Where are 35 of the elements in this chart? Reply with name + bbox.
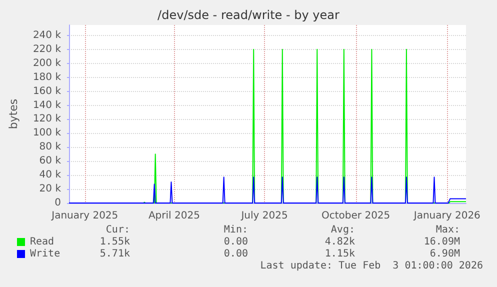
y-tick-label: 220 k xyxy=(32,44,62,55)
text: Min: xyxy=(224,224,248,236)
text: 0.00 xyxy=(224,236,248,248)
y-tick-label: 0 xyxy=(54,198,61,208)
y-tick-label: 40 k xyxy=(39,170,62,181)
text: Avg: xyxy=(330,224,355,236)
y-tick-label: 60 k xyxy=(39,156,62,167)
y-tick-label: 120 k xyxy=(32,114,62,125)
y-tick-label: 160 k xyxy=(32,86,62,97)
text: Cur: xyxy=(106,224,130,236)
x-tick-label: July 2025 xyxy=(240,210,288,222)
text: 6.90M xyxy=(430,248,460,260)
text: Last update: Tue Feb 3 01:00:00 2026 xyxy=(260,260,483,272)
legend-label: Read xyxy=(30,236,54,248)
y-tick-label: 20 k xyxy=(39,184,62,195)
legend-label: Write xyxy=(30,248,60,260)
x-tick-label: October 2025 xyxy=(322,210,390,222)
text: 16.09M xyxy=(424,236,460,248)
y-tick-label: 80 k xyxy=(39,142,62,153)
text: 0.00 xyxy=(224,248,248,260)
y-tick-label: 180 k xyxy=(32,72,62,83)
y-tick-label: 140 k xyxy=(32,100,62,111)
x-tick-label: April 2025 xyxy=(148,210,200,222)
x-tick-label: January 2025 xyxy=(50,210,118,222)
y-tick-label: 100 k xyxy=(32,128,62,139)
y-tick-label: 200 k xyxy=(32,58,62,69)
text: 5.71k xyxy=(100,248,130,260)
text: 1.15k xyxy=(324,248,355,260)
chart-title: /dev/sde - read/write - by year xyxy=(158,8,340,22)
text: 1.55k xyxy=(100,236,130,248)
x-tick-label: January 2026 xyxy=(412,210,480,222)
y-axis-title: bytes xyxy=(7,98,20,130)
text: 4.82k xyxy=(324,236,355,248)
y-tick-label: 240 k xyxy=(32,30,62,41)
text: Max: xyxy=(436,224,460,236)
